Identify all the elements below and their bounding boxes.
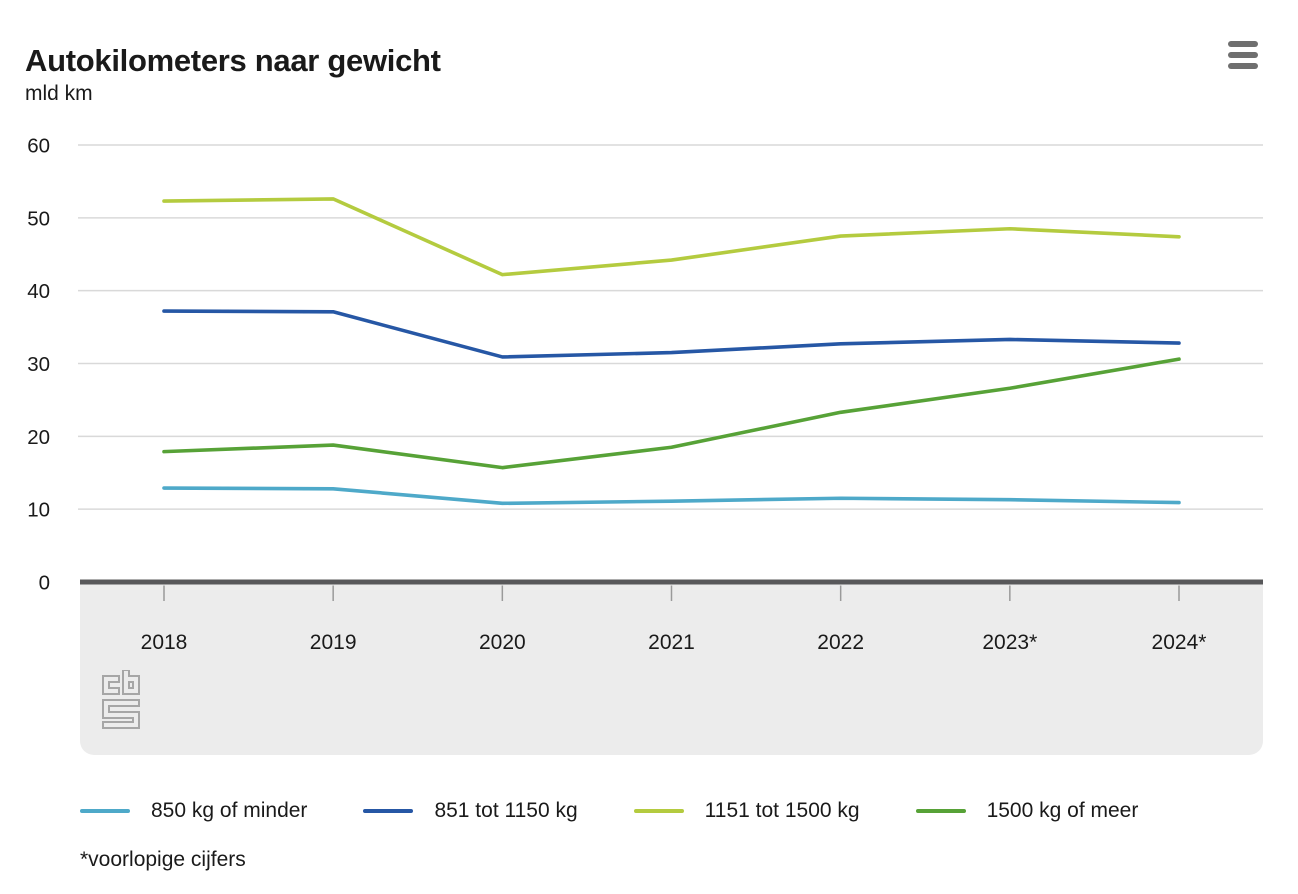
x-axis-label: 2020 [479,631,526,654]
x-axis-label: 2019 [310,631,357,654]
legend-item[interactable]: 1500 kg of meer [915,799,1139,823]
footnote: *voorlopige cijfers [80,848,246,871]
y-axis-label: 50 [27,207,50,230]
y-axis-unit-label: mld km [25,82,93,105]
page-title: Autokilometers naar gewicht [25,42,441,78]
x-axis-band [80,584,1263,755]
legend-label: 1151 tot 1500 kg [704,799,860,822]
legend-label: 851 tot 1150 kg [434,799,578,822]
x-axis-label: 2021 [648,631,695,654]
hamburger-icon [1228,41,1258,69]
legend-item[interactable]: 850 kg of minder [80,799,307,823]
legend-swatch [363,809,414,813]
x-axis-label: 2022 [817,631,864,654]
series-line-0[interactable] [162,486,1181,506]
menu-button[interactable] [1228,40,1258,70]
y-axis-label: 60 [27,135,50,158]
legend: 850 kg of minder 851 tot 1150 kg 1151 tot … [80,799,1240,823]
y-axis-label: 20 [27,426,50,449]
y-axis-label: 0 [39,572,50,595]
legend-item[interactable]: 1151 tot 1500 kg [633,799,860,823]
cbs-logo [102,670,140,729]
x-axis-label: 2024* [1152,631,1207,654]
legend-label: 1500 kg of meer [986,799,1139,822]
legend-swatch [633,809,684,813]
y-axis-label: 30 [27,353,50,376]
legend-swatch [80,809,130,813]
y-axis-label: 10 [27,499,50,522]
series-line-1[interactable] [162,309,1181,359]
legend-label: 850 kg of minder [151,799,308,822]
x-axis-label: 2018 [141,631,188,654]
series-line-3[interactable] [162,357,1181,470]
legend-swatch [915,809,966,813]
series-line-2[interactable] [162,197,1181,277]
y-axis-label: 40 [27,280,50,303]
line-chart[interactable]: 0 10 20 30 40 50 60 2018 2019 2020 2021 2022 2023* 20… [0,0,1298,770]
legend-item[interactable]: 851 tot 1150 kg [363,799,578,823]
x-axis-label: 2023* [982,631,1037,654]
